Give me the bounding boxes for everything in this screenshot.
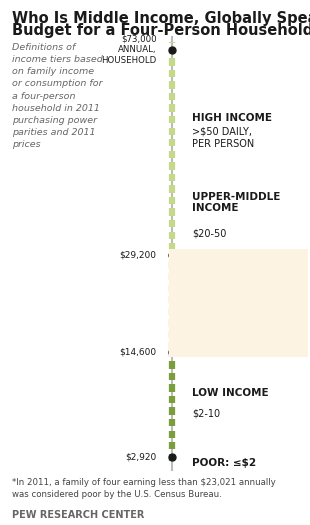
- Text: $73,000
ANNUAL,
HOUSEHOLD: $73,000 ANNUAL, HOUSEHOLD: [101, 34, 157, 66]
- Text: >$50 DAILY,
PER PERSON: >$50 DAILY, PER PERSON: [192, 126, 255, 149]
- Text: $2-10: $2-10: [192, 408, 220, 418]
- Text: HIGH INCOME: HIGH INCOME: [192, 113, 272, 123]
- Text: UPPER-MIDDLE
INCOME: UPPER-MIDDLE INCOME: [192, 192, 281, 213]
- Text: $20-50: $20-50: [192, 228, 227, 238]
- Text: $2,920: $2,920: [125, 452, 157, 461]
- Text: $14,600: $14,600: [119, 347, 157, 356]
- Text: $15.77*: $15.77*: [189, 285, 224, 294]
- Text: poverty line in U.S.: poverty line in U.S.: [189, 301, 271, 310]
- Text: Budget for a Four-Person Household: Budget for a Four-Person Household: [12, 23, 310, 38]
- Text: PEW RESEARCH CENTER: PEW RESEARCH CENTER: [12, 510, 145, 520]
- Text: $29,200: $29,200: [120, 250, 157, 259]
- Text: Definitions of
income tiers based
on family income
or consumption for
a four-per: Definitions of income tiers based on fam…: [12, 43, 103, 149]
- Text: Who Is Middle Income, Globally Speaking?: Who Is Middle Income, Globally Speaking?: [12, 10, 310, 26]
- Text: LOW INCOME: LOW INCOME: [192, 388, 269, 398]
- Text: POOR: ≤$2: POOR: ≤$2: [192, 458, 256, 468]
- Text: $10-20: $10-20: [192, 277, 226, 287]
- Text: MIDDLE INCOME: MIDDLE INCOME: [192, 257, 288, 267]
- Text: *In 2011, a family of four earning less than $23,021 annually
was considered poo: *In 2011, a family of four earning less …: [12, 478, 276, 499]
